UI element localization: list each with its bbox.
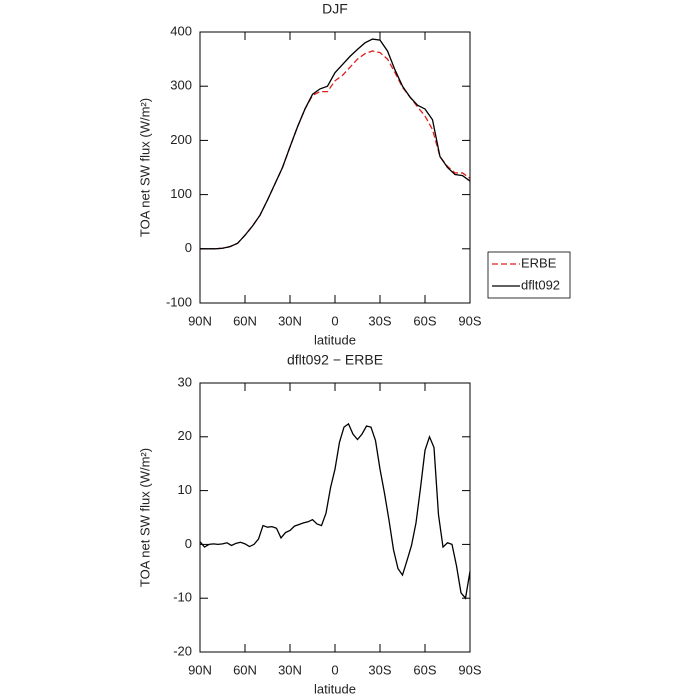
x-tick-label: 90S	[458, 313, 481, 328]
y-tick-label: 0	[185, 240, 192, 255]
x-axis-label: latitude	[314, 681, 356, 696]
legend-label: dflt092	[521, 277, 560, 292]
y-tick-label: 200	[170, 132, 192, 147]
legend-label: ERBE	[521, 255, 557, 270]
x-tick-label: 90S	[458, 662, 481, 677]
chart-title: dflt092 − ERBE	[287, 352, 383, 368]
y-tick-label: 20	[178, 428, 192, 443]
x-tick-label: 60S	[413, 313, 436, 328]
y-axis-label: TOA net SW flux (W/m²)	[137, 98, 152, 237]
y-tick-label: 0	[185, 536, 192, 551]
x-tick-label: 90N	[188, 662, 212, 677]
y-tick-label: 100	[170, 186, 192, 201]
chart-title: DJF	[322, 1, 348, 17]
x-tick-label: 30S	[368, 313, 391, 328]
legend-box	[487, 251, 571, 299]
data-line	[200, 38, 471, 250]
y-tick-label: 300	[170, 78, 192, 93]
data-line	[200, 50, 471, 250]
x-tick-label: 60S	[413, 662, 436, 677]
y-tick-label: 10	[178, 482, 192, 497]
y-tick-label: -100	[166, 294, 192, 309]
x-tick-label: 90N	[188, 313, 212, 328]
x-tick-label: 30N	[278, 313, 302, 328]
x-tick-label: 0	[331, 313, 338, 328]
data-line	[199, 422, 471, 600]
y-axis-label: TOA net SW flux (W/m²)	[137, 448, 152, 587]
x-tick-label: 30S	[368, 662, 391, 677]
y-tick-label: -20	[173, 643, 192, 658]
y-tick-label: -10	[173, 590, 192, 605]
x-tick-label: 60N	[233, 662, 257, 677]
y-tick-label: 30	[178, 374, 192, 389]
y-tick-label: 400	[170, 23, 192, 38]
plot-frame	[199, 31, 471, 304]
x-axis-label: latitude	[314, 332, 356, 347]
x-tick-label: 0	[331, 662, 338, 677]
plot-frame	[199, 382, 471, 653]
x-tick-label: 30N	[278, 662, 302, 677]
x-tick-label: 60N	[233, 313, 257, 328]
